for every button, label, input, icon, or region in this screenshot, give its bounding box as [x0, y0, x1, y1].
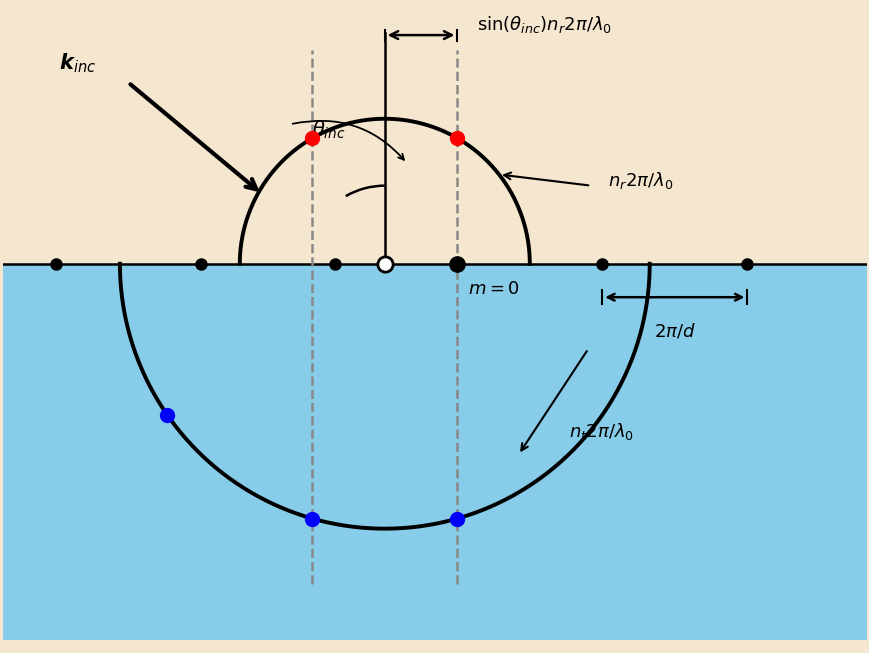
Text: $\boldsymbol{k}_{inc}$: $\boldsymbol{k}_{inc}$ [58, 51, 96, 75]
Text: $\theta_{inc}$: $\theta_{inc}$ [312, 119, 346, 141]
Text: $2\pi/d$: $2\pi/d$ [653, 321, 695, 340]
Bar [3, 264, 866, 640]
Text: $n_t 2\pi/\lambda_0$: $n_t 2\pi/\lambda_0$ [568, 421, 634, 441]
Bar [3, 13, 866, 264]
Text: $n_r 2\pi/\lambda_0$: $n_r 2\pi/\lambda_0$ [607, 170, 673, 191]
Text: $m=0$: $m=0$ [468, 280, 520, 298]
Text: $\sin(\theta_{inc})n_r 2\pi/\lambda_0$: $\sin(\theta_{inc})n_r 2\pi/\lambda_0$ [476, 14, 611, 35]
